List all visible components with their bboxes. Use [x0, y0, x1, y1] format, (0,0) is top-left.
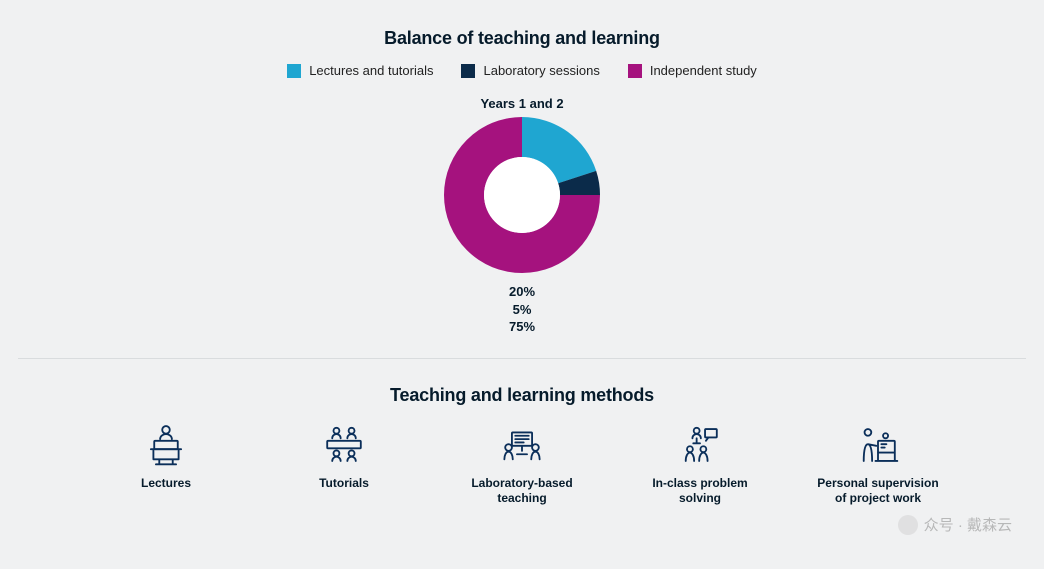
- value-label: 75%: [0, 318, 1044, 336]
- method-label: Tutorials: [319, 476, 369, 491]
- method-label: Laboratory-based teaching: [457, 476, 587, 506]
- legend-item: Independent study: [628, 63, 757, 78]
- supervision-icon: [852, 424, 904, 466]
- watermark-text: 众号 · 戴森云: [924, 514, 1012, 535]
- lectures-icon: [140, 424, 192, 466]
- legend-label: Laboratory sessions: [483, 63, 599, 78]
- legend-swatch-icon: [628, 64, 642, 78]
- chart-subtitle: Years 1 and 2: [0, 96, 1044, 111]
- chart-legend: Lectures and tutorials Laboratory sessio…: [0, 63, 1044, 78]
- donut-chart: [0, 117, 1044, 273]
- donut-svg: [444, 117, 600, 273]
- method-item: Tutorials: [279, 424, 409, 506]
- value-label: 20%: [0, 283, 1044, 301]
- section-title: Teaching and learning methods: [0, 385, 1044, 406]
- method-label: In-class problem solving: [635, 476, 765, 506]
- method-item: Lectures: [101, 424, 231, 506]
- method-item: In-class problem solving: [635, 424, 765, 506]
- problem-solving-icon: [674, 424, 726, 466]
- legend-item: Lectures and tutorials: [287, 63, 433, 78]
- legend-label: Lectures and tutorials: [309, 63, 433, 78]
- watermark-icon: [898, 515, 918, 535]
- method-item: Laboratory-based teaching: [457, 424, 587, 506]
- legend-label: Independent study: [650, 63, 757, 78]
- legend-swatch-icon: [461, 64, 475, 78]
- legend-item: Laboratory sessions: [461, 63, 599, 78]
- watermark: 众号 · 戴森云: [898, 514, 1012, 535]
- legend-swatch-icon: [287, 64, 301, 78]
- chart-value-labels: 20% 5% 75%: [0, 283, 1044, 336]
- value-label: 5%: [0, 301, 1044, 319]
- laboratory-icon: [496, 424, 548, 466]
- methods-row: Lectures Tutorials Laboratory-based teac…: [0, 424, 1044, 506]
- tutorials-icon: [318, 424, 370, 466]
- section-title: Balance of teaching and learning: [0, 28, 1044, 49]
- method-item: Personal supervision of project work: [813, 424, 943, 506]
- methods-section: Teaching and learning methods Lectures T…: [0, 359, 1044, 506]
- method-label: Lectures: [141, 476, 191, 491]
- balance-section: Balance of teaching and learning Lecture…: [0, 0, 1044, 336]
- method-label: Personal supervision of project work: [813, 476, 943, 506]
